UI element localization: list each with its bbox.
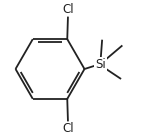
Text: Cl: Cl bbox=[62, 3, 74, 16]
Text: Si: Si bbox=[95, 58, 106, 71]
Text: Cl: Cl bbox=[62, 122, 74, 135]
